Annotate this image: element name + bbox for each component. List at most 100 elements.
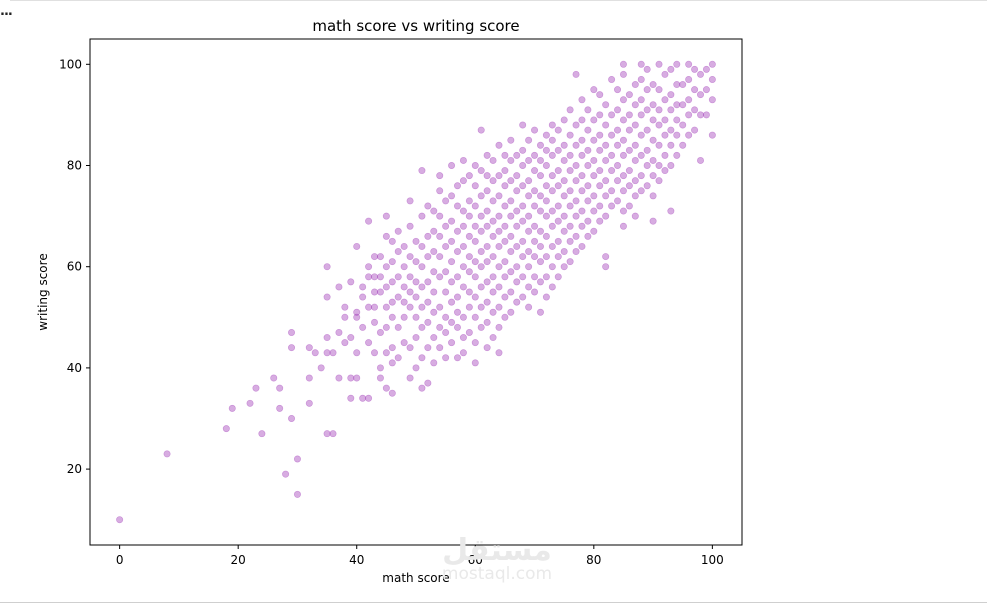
data-point xyxy=(578,187,586,195)
data-point xyxy=(631,121,639,129)
data-point xyxy=(691,65,699,73)
data-point xyxy=(536,227,544,235)
data-point xyxy=(548,136,556,144)
data-point xyxy=(382,212,390,220)
data-point xyxy=(643,86,651,94)
data-point xyxy=(619,222,627,230)
data-point xyxy=(708,60,716,68)
data-point xyxy=(649,136,657,144)
data-point xyxy=(531,202,539,210)
data-point xyxy=(590,156,598,164)
data-point xyxy=(697,156,705,164)
data-point xyxy=(311,349,319,357)
data-point xyxy=(424,379,432,387)
data-point xyxy=(691,86,699,94)
data-point xyxy=(661,131,669,139)
data-point xyxy=(258,430,266,438)
data-point xyxy=(554,167,562,175)
data-point xyxy=(667,126,675,134)
data-point xyxy=(471,222,479,230)
data-point xyxy=(531,151,539,159)
data-point xyxy=(637,96,645,104)
data-point xyxy=(596,111,604,119)
data-point xyxy=(501,273,509,281)
data-point xyxy=(459,334,467,342)
data-point xyxy=(637,75,645,83)
data-point xyxy=(590,136,598,144)
data-point xyxy=(323,263,331,271)
data-point xyxy=(596,131,604,139)
data-point xyxy=(163,450,171,458)
data-point xyxy=(697,70,705,78)
data-point xyxy=(519,253,527,261)
data-point xyxy=(566,237,574,245)
data-point xyxy=(625,111,633,119)
data-point xyxy=(465,253,473,261)
data-point xyxy=(566,167,574,175)
data-point xyxy=(513,172,521,180)
data-point xyxy=(614,126,622,134)
data-point xyxy=(448,339,456,347)
watermark: مستقل mostaql.com xyxy=(432,536,562,583)
data-point xyxy=(442,354,450,362)
data-point xyxy=(329,349,337,357)
data-point xyxy=(465,212,473,220)
data-point xyxy=(276,404,284,412)
data-point xyxy=(548,207,556,215)
data-point xyxy=(353,242,361,250)
data-point xyxy=(477,192,485,200)
data-point xyxy=(400,263,408,271)
data-point xyxy=(382,232,390,240)
data-point xyxy=(371,273,379,281)
cell-menu-icon[interactable]: ... xyxy=(0,4,13,19)
data-point xyxy=(619,60,627,68)
data-point xyxy=(548,187,556,195)
data-point xyxy=(436,187,444,195)
data-point xyxy=(649,101,657,109)
data-point xyxy=(477,303,485,311)
x-tick-label: 20 xyxy=(231,553,246,567)
data-point xyxy=(673,131,681,139)
data-points xyxy=(116,60,716,524)
data-point xyxy=(371,318,379,326)
data-point xyxy=(459,242,467,250)
data-point xyxy=(572,70,580,78)
data-point xyxy=(708,131,716,139)
data-point xyxy=(341,313,349,321)
data-point xyxy=(679,81,687,89)
data-point xyxy=(525,227,533,235)
data-point xyxy=(608,202,616,210)
data-point xyxy=(619,151,627,159)
data-point xyxy=(572,141,580,149)
data-point xyxy=(513,242,521,250)
data-point xyxy=(691,126,699,134)
data-point xyxy=(507,248,515,256)
data-point xyxy=(572,197,580,205)
data-point xyxy=(661,167,669,175)
data-point xyxy=(542,212,550,220)
data-point xyxy=(288,414,296,422)
y-tick-label: 60 xyxy=(67,260,82,274)
data-point xyxy=(495,141,503,149)
data-point xyxy=(531,253,539,261)
data-point xyxy=(489,334,497,342)
data-point xyxy=(465,288,473,296)
data-point xyxy=(625,91,633,99)
data-point xyxy=(602,253,610,261)
data-point xyxy=(637,131,645,139)
data-point xyxy=(673,151,681,159)
data-point xyxy=(513,263,521,271)
data-point xyxy=(625,167,633,175)
data-point xyxy=(430,334,438,342)
data-point xyxy=(566,202,574,210)
data-point xyxy=(424,202,432,210)
data-point xyxy=(643,146,651,154)
data-point xyxy=(442,242,450,250)
data-point xyxy=(608,131,616,139)
data-point xyxy=(519,273,527,281)
data-point xyxy=(507,136,515,144)
data-point xyxy=(430,227,438,235)
data-point xyxy=(347,394,355,402)
data-point xyxy=(679,121,687,129)
data-point xyxy=(382,349,390,357)
